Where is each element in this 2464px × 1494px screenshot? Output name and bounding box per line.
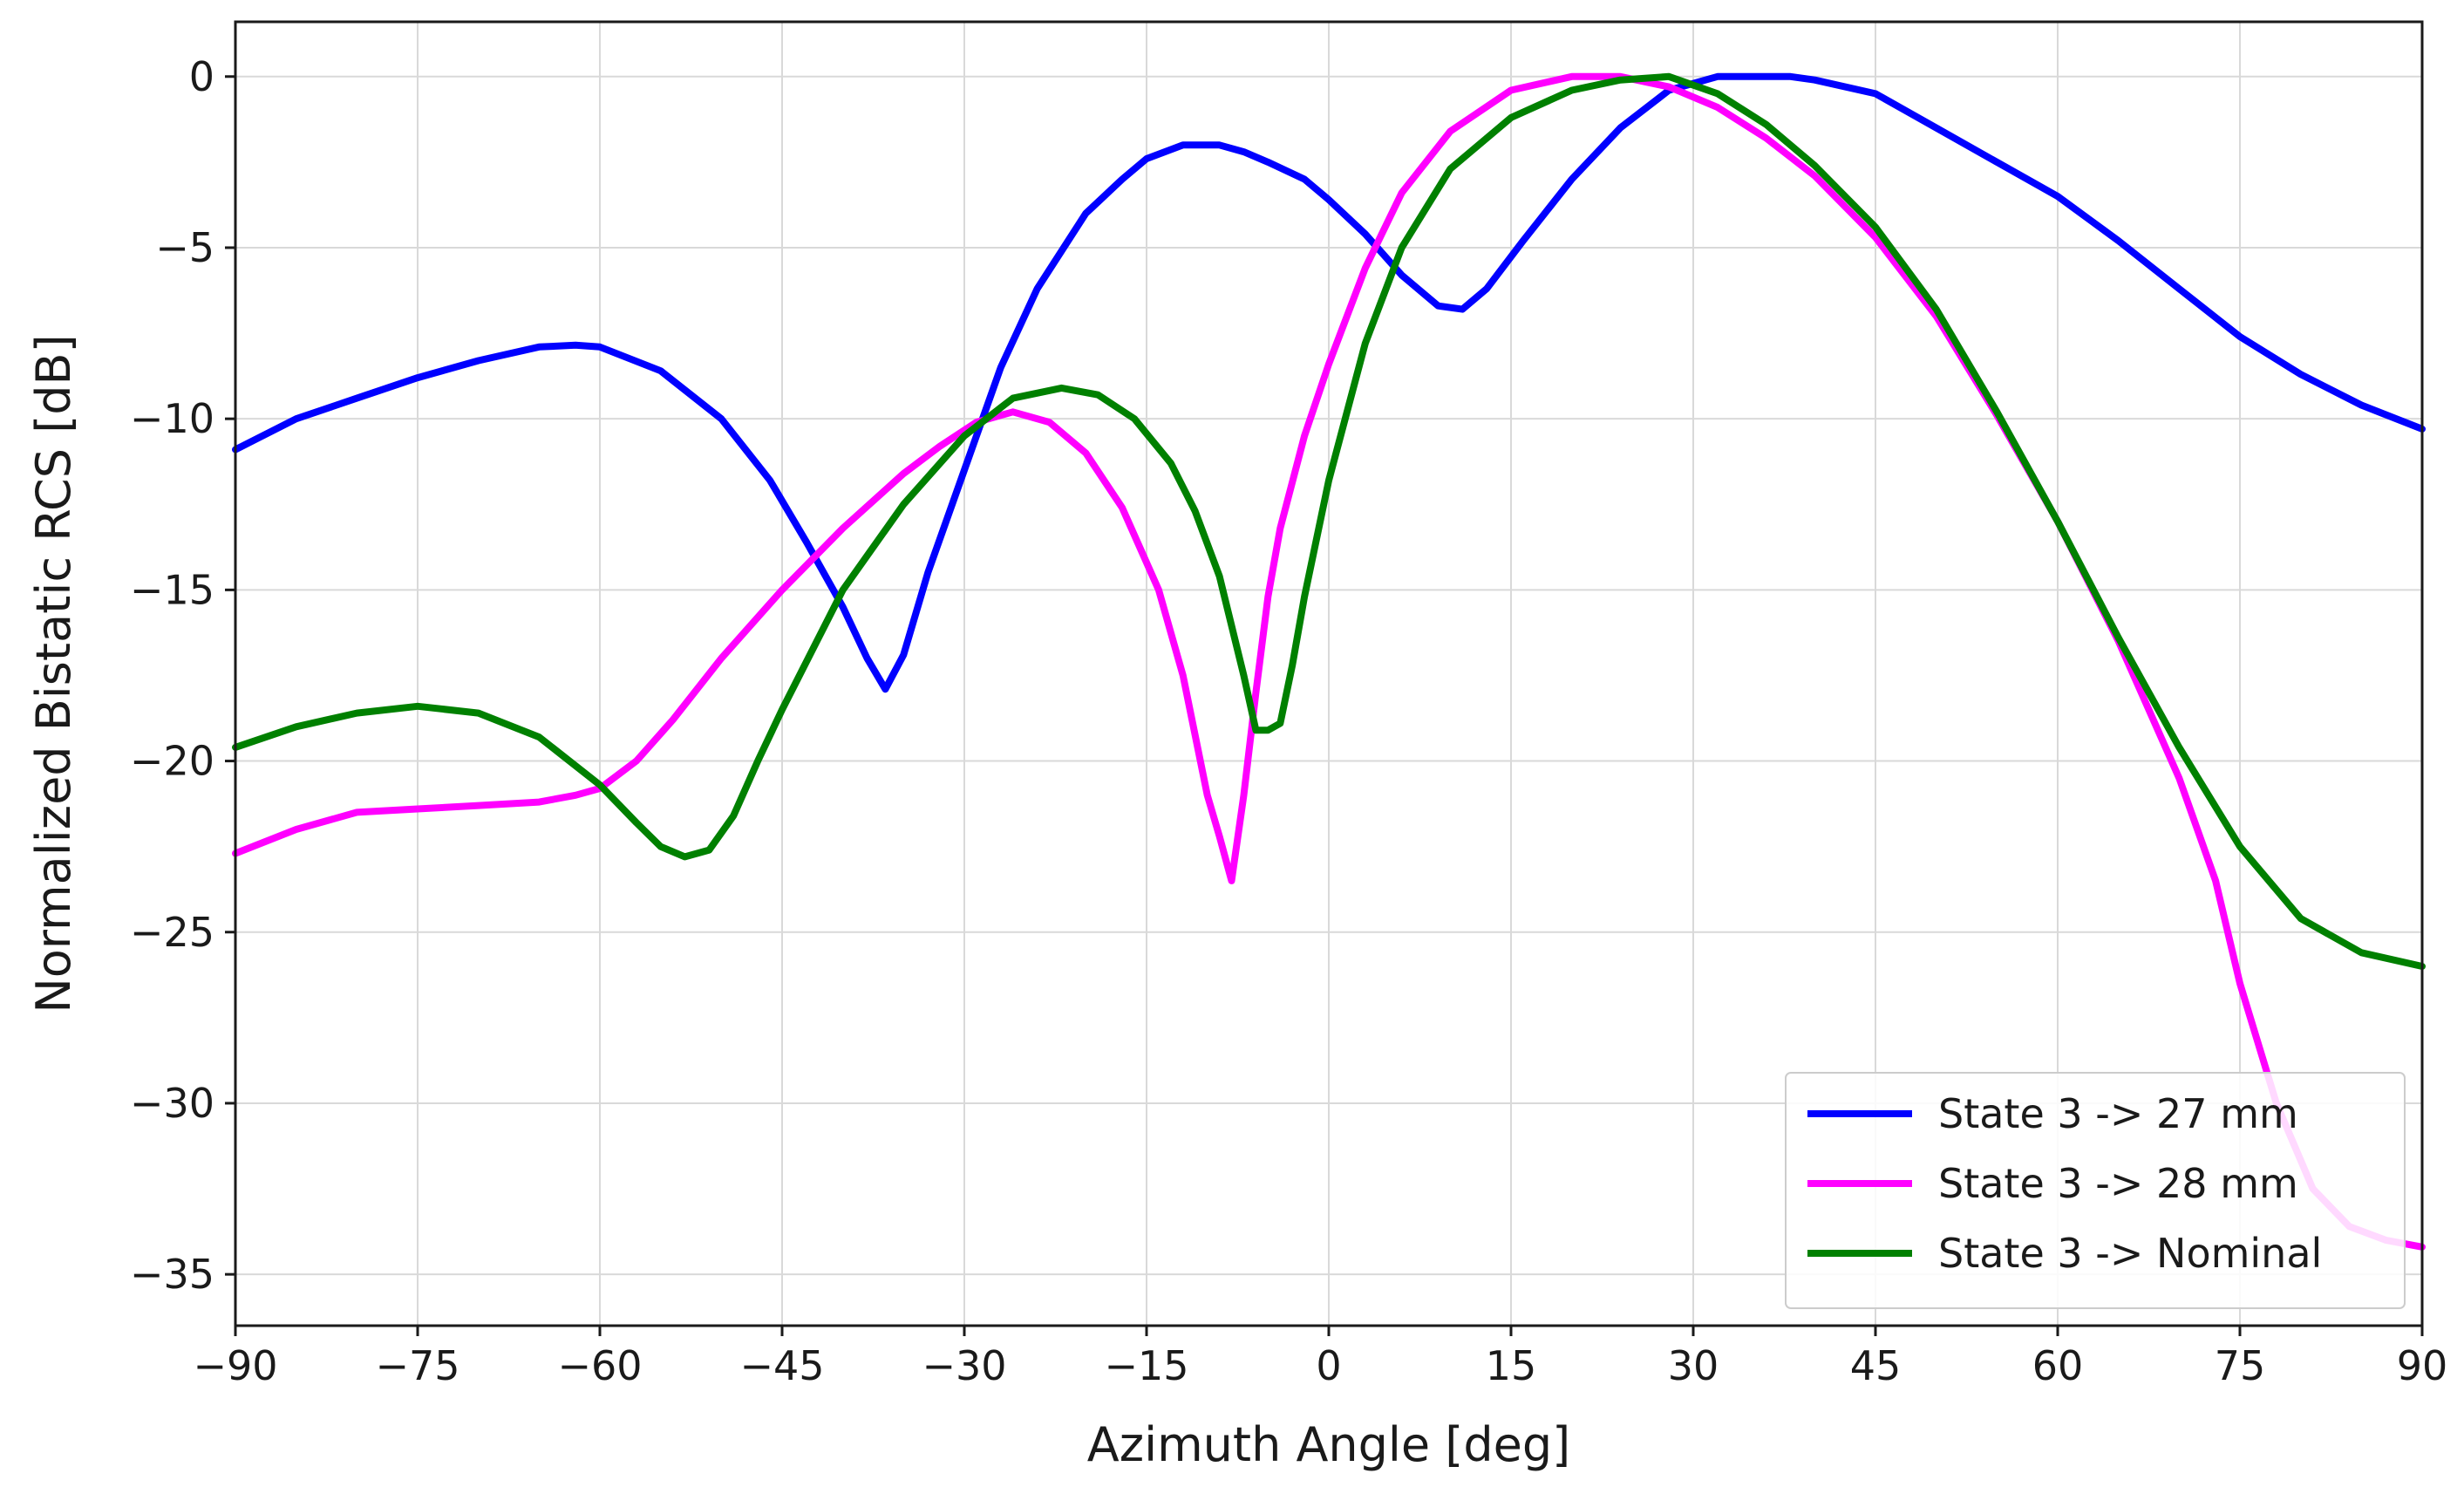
x-tick-label: 45 <box>1850 1342 1902 1389</box>
series-lines <box>232 72 2426 1251</box>
x-tick-label: −30 <box>922 1342 1006 1389</box>
x-axis-label: Azimuth Angle [deg] <box>1087 1417 1570 1472</box>
y-tick-label: −35 <box>130 1251 214 1298</box>
legend-box <box>1785 1072 2406 1309</box>
legend-label: State 3 -> Nominal <box>1938 1230 2322 1277</box>
x-tick-label: −15 <box>1104 1342 1188 1389</box>
axis-ticks: −90 −75 −60 −45 −30 −15 0 15 30 45 60 75 90 0 −5 −10 −15… <box>130 53 2447 1389</box>
series-line-1 <box>232 72 2426 693</box>
x-tick-label: 30 <box>1668 1342 1719 1389</box>
x-tick-label: 15 <box>1486 1342 1537 1389</box>
y-axis-label: Normalized Bistatic RCS [dB] <box>26 334 81 1013</box>
y-tick-label: 0 <box>189 53 214 100</box>
y-tick-label: −25 <box>130 909 214 956</box>
x-tick-label: 90 <box>2397 1342 2448 1389</box>
y-tick-label: −20 <box>130 738 214 785</box>
legend-label: State 3 -> 27 mm <box>1938 1090 2298 1137</box>
x-tick-label: −45 <box>739 1342 824 1389</box>
y-tick-label: −10 <box>130 395 214 442</box>
x-tick-label: −60 <box>557 1342 642 1389</box>
x-tick-label: −90 <box>193 1342 277 1389</box>
series-line-3 <box>232 72 2426 970</box>
legend: State 3 -> 27 mm State 3 -> 28 mm State 3 … <box>1785 1072 2406 1309</box>
y-tick-label: −5 <box>155 224 214 271</box>
y-tick-label: −30 <box>130 1080 214 1127</box>
legend-label: State 3 -> 28 mm <box>1938 1160 2298 1207</box>
x-tick-label: −75 <box>375 1342 459 1389</box>
y-tick-label: −15 <box>130 566 214 613</box>
x-tick-label: 75 <box>2215 1342 2266 1389</box>
x-tick-label: 0 <box>1316 1342 1341 1389</box>
x-tick-label: 60 <box>2032 1342 2084 1389</box>
